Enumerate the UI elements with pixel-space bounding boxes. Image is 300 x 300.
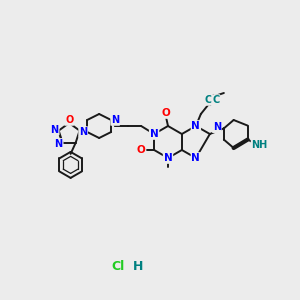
Text: Cl: Cl: [111, 260, 124, 274]
Text: O: O: [65, 115, 73, 125]
Text: O: O: [137, 145, 146, 155]
Text: O: O: [162, 108, 170, 118]
Text: N: N: [164, 153, 172, 163]
Text: C: C: [204, 95, 211, 105]
Text: C: C: [212, 95, 220, 105]
Text: N: N: [111, 115, 119, 125]
Text: N: N: [55, 139, 63, 149]
Text: NH: NH: [251, 140, 268, 150]
Text: N: N: [150, 129, 158, 139]
Text: N: N: [191, 153, 200, 163]
Text: N: N: [213, 122, 221, 132]
Text: N: N: [79, 127, 87, 137]
Text: H: H: [133, 260, 143, 274]
Text: N: N: [51, 124, 59, 135]
Text: N: N: [191, 121, 200, 131]
